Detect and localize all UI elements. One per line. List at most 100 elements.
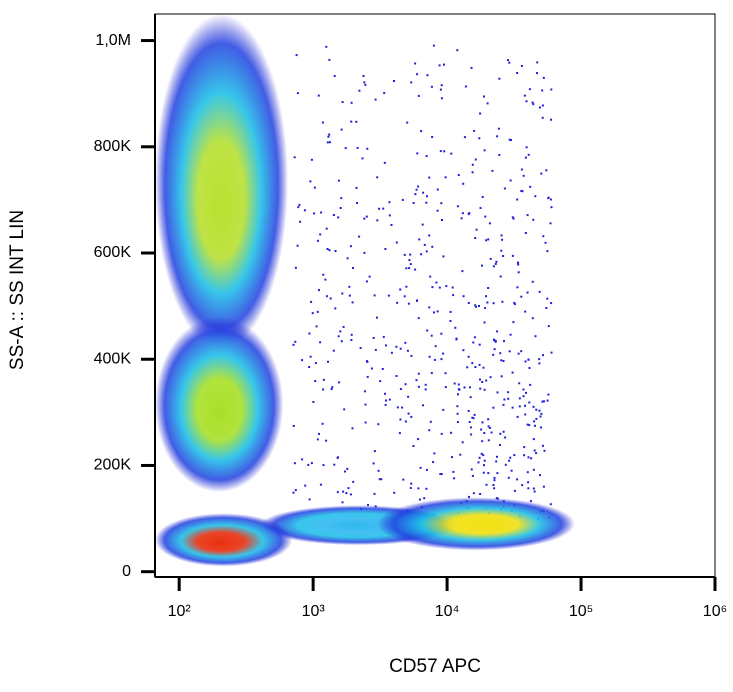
event-dot (343, 408, 346, 411)
event-dot (474, 304, 477, 307)
event-dot (513, 301, 516, 304)
event-dot (475, 305, 478, 308)
event-dot (296, 244, 299, 247)
event-dot (352, 480, 355, 483)
population (377, 497, 575, 551)
event-dot (464, 85, 467, 88)
event-dot (513, 454, 516, 457)
event-dot (518, 397, 521, 400)
event-dot (350, 333, 353, 336)
event-dot (478, 363, 481, 366)
event-dot (412, 202, 415, 204)
event-dot (539, 426, 542, 429)
event-dot (493, 479, 496, 482)
event-dot (550, 88, 553, 91)
event-dot (521, 484, 524, 487)
event-dot (487, 418, 490, 421)
event-dot (501, 300, 504, 303)
event-dot (451, 456, 453, 459)
event-dot (380, 478, 383, 481)
event-dot (532, 218, 535, 221)
event-dot (333, 75, 336, 77)
event-dot (507, 391, 510, 394)
event-dot (485, 379, 488, 382)
event-dot (418, 238, 421, 241)
event-dot (478, 137, 481, 140)
event-dot (324, 278, 327, 281)
event-dot (368, 275, 371, 278)
event-dot (508, 459, 511, 462)
event-dot (322, 388, 325, 391)
event-dot (379, 380, 382, 383)
event-dot (408, 267, 411, 270)
event-dot (524, 404, 526, 407)
event-dot (526, 214, 529, 217)
y-axis-title: SS-A :: SS INT LIN (7, 210, 28, 370)
event-dot (494, 262, 497, 265)
event-dot (384, 392, 386, 395)
event-dot (473, 129, 476, 132)
event-dot (376, 176, 379, 179)
event-dot (310, 158, 313, 161)
event-dot (363, 390, 366, 393)
event-dot (487, 287, 490, 289)
event-dot (425, 468, 428, 471)
event-dot (542, 444, 544, 447)
event-dot (332, 214, 335, 216)
event-dot (523, 446, 526, 449)
event-dot (359, 347, 362, 349)
event-dot (374, 98, 377, 101)
event-dot (523, 454, 526, 457)
event-dot (431, 245, 434, 248)
event-dot (430, 372, 433, 375)
event-dot (420, 253, 423, 256)
event-dot (350, 120, 353, 123)
event-dot (496, 391, 499, 394)
event-dot (314, 362, 317, 365)
event-dot (440, 202, 443, 205)
event-dot (509, 333, 512, 336)
event-dot (341, 101, 344, 103)
event-dot (482, 366, 485, 369)
event-dot (532, 468, 535, 471)
event-dot (433, 358, 436, 361)
event-dot (364, 421, 367, 424)
event-dot (474, 366, 477, 368)
event-dot (502, 430, 505, 433)
event-dot (473, 336, 476, 339)
event-dot (529, 500, 532, 503)
event-dot (417, 438, 420, 441)
x-tick-label: 10² (168, 603, 192, 620)
event-dot (547, 393, 550, 396)
event-dot (350, 339, 353, 341)
event-dot (318, 289, 320, 292)
event-dot (549, 222, 552, 225)
event-dot (531, 280, 534, 283)
event-dot (498, 77, 501, 80)
event-dot (349, 245, 352, 248)
event-dot (527, 153, 530, 156)
event-dot (424, 388, 427, 391)
event-dot (408, 259, 411, 262)
event-dot (383, 92, 386, 95)
event-dot (501, 238, 504, 241)
event-dot (440, 358, 443, 361)
event-dot (545, 307, 548, 309)
event-dot (528, 88, 531, 91)
event-dot (535, 417, 538, 420)
event-dot (426, 74, 429, 77)
event-dot (417, 487, 420, 490)
event-dot (474, 158, 477, 161)
event-dot (325, 439, 328, 442)
event-dot (457, 174, 460, 176)
event-dot (416, 299, 418, 302)
event-dot (351, 301, 354, 304)
event-dot (485, 239, 488, 242)
event-dot (308, 332, 311, 335)
event-dot (492, 353, 495, 356)
event-dot (428, 176, 431, 179)
event-dot (430, 85, 433, 88)
event-dot (520, 350, 523, 353)
event-dot (297, 206, 300, 209)
event-dot (471, 416, 474, 419)
